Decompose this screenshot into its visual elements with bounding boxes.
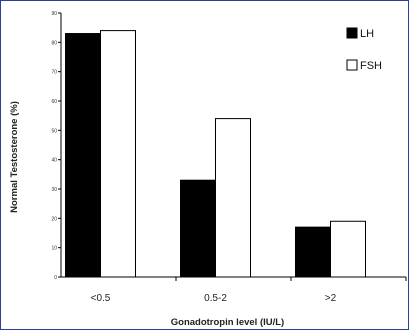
y-tick-label: 20 bbox=[51, 216, 57, 222]
bar-lh-0 bbox=[65, 33, 101, 278]
bar-fsh-0 bbox=[100, 30, 136, 278]
y-tick-label: 80 bbox=[51, 40, 57, 46]
bar-lh-2 bbox=[295, 226, 331, 278]
y-axis: 0 10 20 30 40 50 60 70 80 90 bbox=[51, 11, 62, 281]
y-tick-label: 10 bbox=[51, 246, 57, 252]
y-tick-label: 50 bbox=[51, 128, 57, 134]
legend: LH FSH bbox=[346, 27, 382, 72]
x-tick-label: >2 bbox=[325, 293, 337, 304]
x-axis-label: Gonadotropin level (IU/L) bbox=[171, 317, 284, 328]
x-tick-label: <0.5 bbox=[91, 293, 111, 304]
x-tick-label: 0.5-2 bbox=[204, 293, 227, 304]
legend-swatch-lh bbox=[346, 27, 358, 39]
legend-label-fsh: FSH bbox=[360, 60, 382, 72]
y-tick-label: 60 bbox=[51, 99, 57, 105]
y-tick-label: 70 bbox=[51, 70, 57, 76]
legend-label-lh: LH bbox=[360, 28, 374, 40]
bars bbox=[65, 30, 366, 278]
y-tick-label: 0 bbox=[54, 275, 57, 281]
y-tick-label: 40 bbox=[51, 158, 57, 164]
bar-fsh-2 bbox=[330, 220, 366, 278]
y-tick-label: 30 bbox=[51, 187, 57, 193]
bar-lh-1 bbox=[180, 179, 216, 278]
y-tick-label: 90 bbox=[51, 11, 57, 17]
x-axis: <0.5 0.5-2 >2 bbox=[61, 276, 407, 304]
y-axis-label: Normal Testosterone (%) bbox=[9, 101, 20, 213]
legend-swatch-fsh bbox=[346, 59, 358, 71]
bar-fsh-1 bbox=[215, 118, 251, 278]
